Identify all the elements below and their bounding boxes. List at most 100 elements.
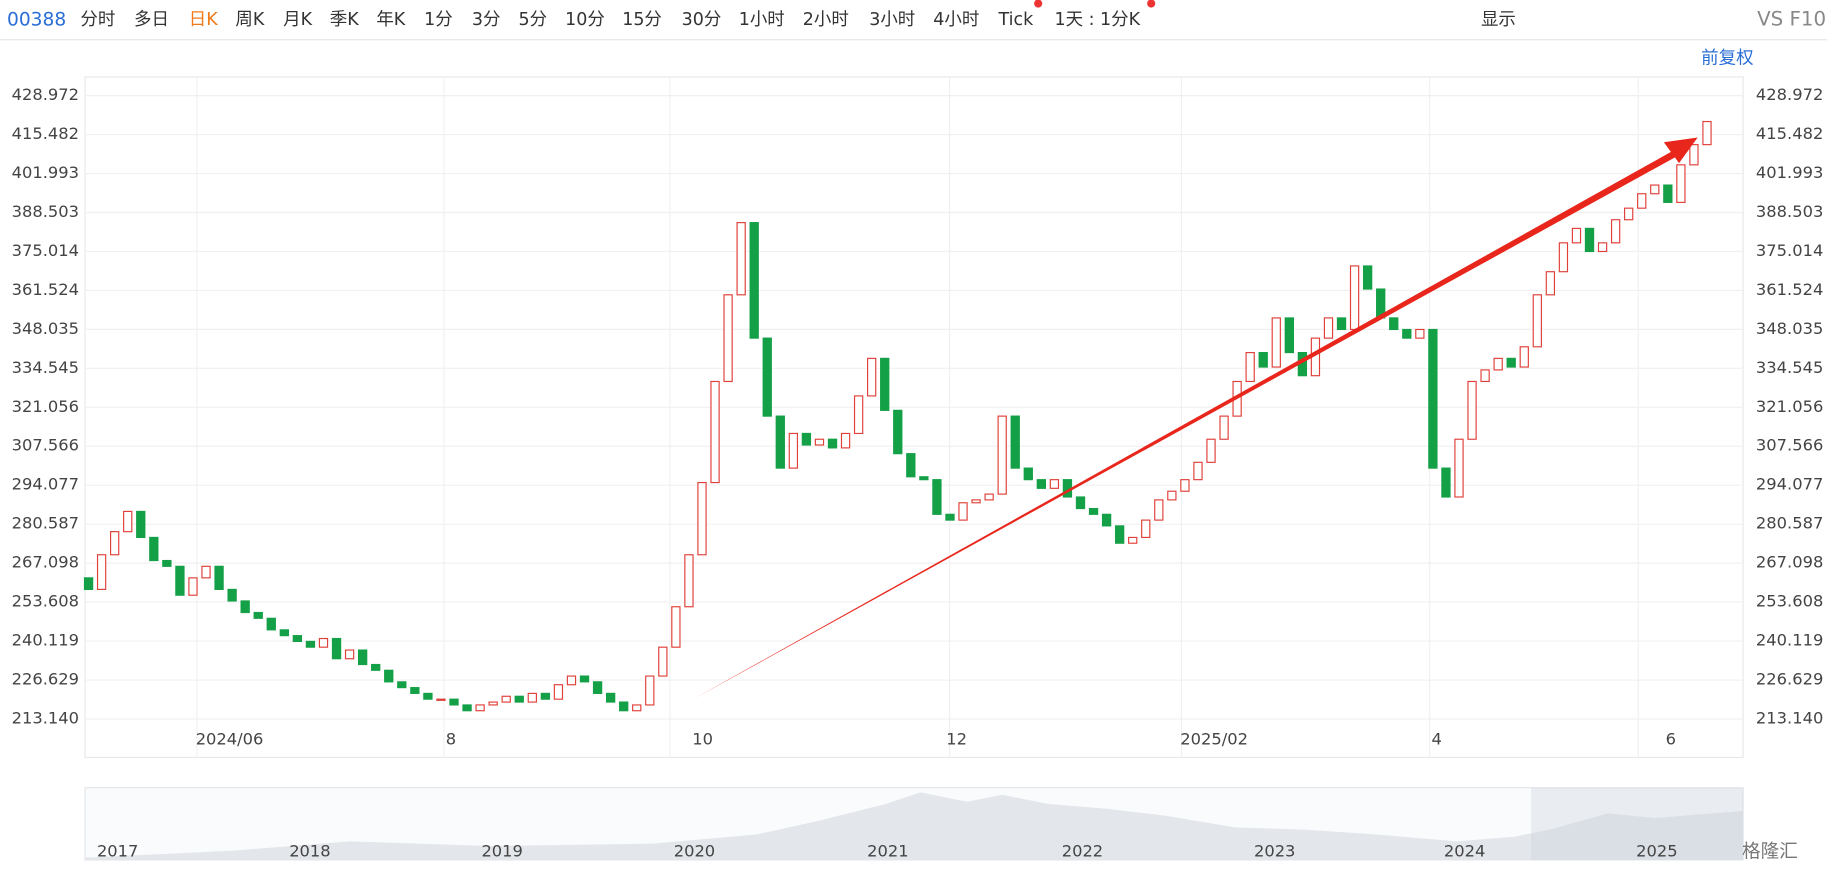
period-tab[interactable]: 年K	[376, 10, 405, 30]
y-tick-label: 375.014	[12, 241, 79, 260]
plot-frame	[84, 76, 1744, 759]
period-tab[interactable]: 日K	[189, 10, 218, 30]
candle-up	[697, 481, 707, 556]
period-tab[interactable]: 10分	[565, 10, 605, 30]
candle-up	[1154, 499, 1164, 521]
y-tick-label-right: 388.503	[1756, 202, 1823, 221]
x-tick-label: 12	[946, 729, 967, 748]
candle-up	[475, 704, 485, 712]
period-tab[interactable]: 5分	[519, 10, 548, 30]
x-tick-label: 8	[446, 729, 456, 748]
period-tab[interactable]: 30分	[682, 10, 722, 30]
x-tick-label: 10	[692, 729, 713, 748]
candle-up	[553, 684, 564, 700]
y-tick-label-right: 321.056	[1756, 397, 1823, 416]
candle-up	[736, 222, 746, 296]
period-tab[interactable]: 3分	[472, 10, 501, 30]
period-tab[interactable]: 周K	[235, 10, 264, 30]
stock-code[interactable]: 00388	[7, 9, 66, 30]
period-tab[interactable]: 1小时	[739, 10, 785, 30]
candle-up	[1702, 120, 1712, 146]
period-tab[interactable]: 1分	[424, 10, 453, 30]
candle-down	[423, 692, 433, 700]
notice-dot	[1034, 0, 1043, 8]
candle-up	[96, 554, 107, 590]
candle-down	[1663, 184, 1673, 203]
candle-down	[540, 692, 551, 700]
period-tab[interactable]: 月K	[283, 10, 312, 30]
candle-down	[893, 409, 903, 455]
candle-up	[671, 606, 681, 648]
candle-down	[1010, 415, 1020, 469]
period-tab[interactable]: 15分	[622, 10, 662, 30]
adjust-button[interactable]: 前复权	[1701, 48, 1753, 68]
candle-down	[240, 600, 250, 614]
y-tick-label-right: 415.482	[1756, 124, 1823, 143]
candle-up	[436, 698, 446, 701]
candle-up	[1689, 144, 1699, 166]
candle-up	[1519, 346, 1529, 368]
candle-up	[971, 499, 981, 504]
candle-down	[749, 222, 759, 339]
y-tick-label-right: 307.566	[1756, 436, 1823, 455]
candle-up	[1624, 207, 1634, 221]
candle-up	[527, 692, 537, 703]
period-tab[interactable]: 1天 : 1分K	[1054, 10, 1140, 30]
candle-down	[371, 663, 381, 671]
candle-down	[579, 675, 590, 683]
period-tab[interactable]: 季K	[330, 10, 359, 30]
candle-up	[1597, 242, 1608, 253]
period-tab[interactable]: 2小时	[803, 10, 849, 30]
candle-up	[1558, 242, 1569, 273]
candle-down	[880, 357, 890, 411]
candle-down	[162, 559, 172, 567]
y-tick-label: 321.056	[12, 397, 79, 416]
period-tab[interactable]: Tick	[998, 10, 1035, 30]
candle-down	[410, 687, 420, 694]
candle-up	[1141, 519, 1151, 539]
candle-up	[1676, 164, 1686, 203]
candle-down	[1441, 467, 1451, 498]
arrow-head	[1663, 137, 1698, 164]
candle-down	[1362, 265, 1373, 290]
y-tick-label-right: 361.524	[1756, 280, 1823, 299]
candle-down	[253, 611, 263, 619]
candle-up	[566, 675, 577, 686]
candle-up	[1545, 271, 1556, 296]
compare-button[interactable]: VS F10	[1757, 7, 1826, 30]
candle-down	[605, 692, 616, 703]
y-tick-label: 401.993	[12, 163, 79, 182]
candle-down	[357, 649, 368, 666]
candle-down	[1075, 496, 1086, 510]
candle-up	[645, 675, 655, 706]
period-tab[interactable]: 多日	[134, 10, 169, 30]
candle-up	[1193, 461, 1203, 481]
period-tab[interactable]: 3小时	[869, 10, 915, 30]
candle-down	[1258, 351, 1268, 368]
x-tick-label: 4	[1431, 729, 1441, 748]
candle-up	[1637, 193, 1647, 209]
candle-up	[1467, 380, 1477, 440]
candle-up	[723, 294, 733, 383]
y-tick-label-right: 253.608	[1756, 592, 1823, 611]
candle-up	[1532, 294, 1542, 348]
candle-down	[906, 453, 916, 478]
period-tab[interactable]: 4小时	[933, 10, 979, 30]
period-tab[interactable]: 分时	[80, 10, 115, 30]
y-tick-label: 280.587	[12, 514, 79, 533]
navigator-window[interactable]	[1531, 787, 1744, 860]
candle-down	[762, 337, 772, 417]
candle-up	[853, 395, 864, 435]
y-tick-label-right: 334.545	[1756, 358, 1823, 377]
navigator-year: 2017	[97, 841, 138, 860]
candle-up	[1128, 536, 1138, 544]
display-menu[interactable]: 显示	[1481, 10, 1516, 30]
candle-up	[1493, 357, 1503, 371]
navigator-area	[85, 792, 1744, 860]
y-tick-label-right: 240.119	[1756, 631, 1823, 650]
y-tick-label-right: 226.629	[1756, 670, 1823, 689]
candle-down	[827, 438, 838, 449]
candle-up	[958, 502, 968, 521]
candle-up	[984, 493, 994, 501]
y-tick-label: 334.545	[12, 358, 79, 377]
